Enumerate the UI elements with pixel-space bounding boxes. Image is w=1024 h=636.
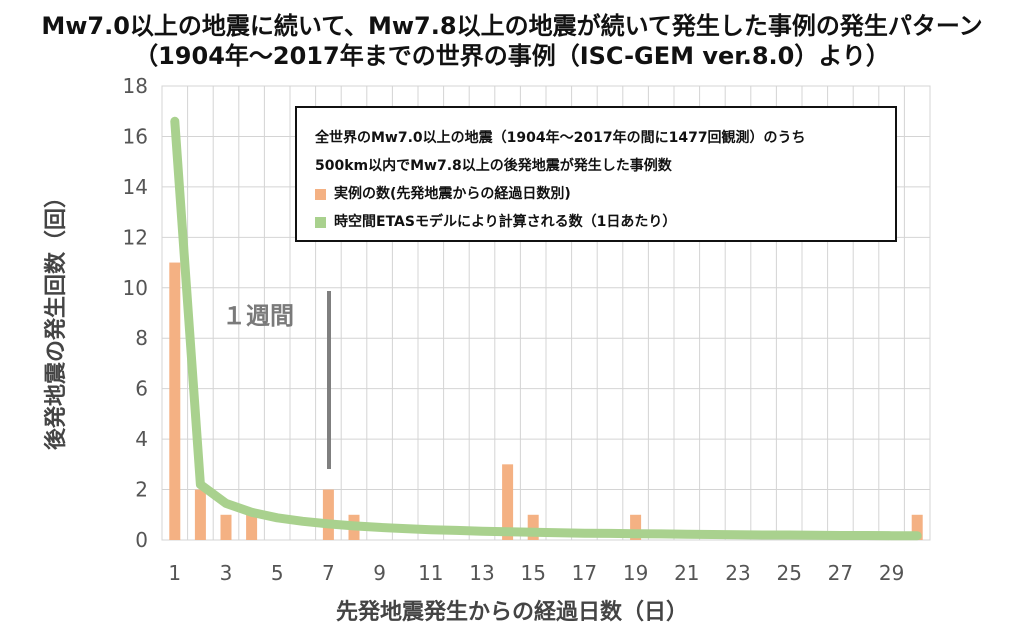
x-tick-label: 15 [520,561,545,585]
y-axis-label: 後発地震の発生回数（回） [44,185,69,451]
legend-bars-label: 実例の数(先発地震からの経過日数別) [334,186,571,202]
y-tick-label: 10 [123,276,148,300]
x-tick-label: 29 [879,561,904,585]
legend-curve-label: 時空間ETASモデルにより計算される数（1日あたり） [334,214,677,230]
x-axis-label: 先発地震発生からの経過日数（日） [335,600,688,625]
bar [194,489,206,540]
x-tick-label: 11 [418,561,443,585]
bar [169,262,181,540]
one-week-marker [327,291,331,469]
x-tick-label: 13 [469,561,494,585]
y-tick-label: 2 [135,478,148,502]
x-tick-label: 27 [828,561,853,585]
legend-description-2: 500km以内でMw7.8以上の後発地震が発生した事例数 [315,158,672,174]
legend-item-bars: 実例の数(先発地震からの経過日数別) [315,180,895,208]
y-tick-label: 12 [123,225,148,249]
x-tick-label: 1 [168,561,181,585]
x-tick-label: 21 [674,561,699,585]
x-tick-label: 3 [220,561,233,585]
y-tick-label: 8 [135,326,148,350]
bar [911,514,923,540]
legend-description-1: 全世界のMw7.0以上の地震（1904年～2017年の間に1477回観測）のうち [315,130,806,146]
one-week-annotation: １週間 [222,302,294,330]
bar [527,514,539,540]
x-tick-label: 9 [373,561,386,585]
x-tick-label: 23 [725,561,750,585]
legend: 全世界のMw7.0以上の地震（1904年～2017年の間に1477回観測）のうち… [295,106,897,242]
y-tick-label: 0 [135,528,148,552]
x-tick-label: 17 [572,561,597,585]
x-tick-label: 7 [322,561,335,585]
y-tick-label: 4 [135,427,148,451]
x-tick-label: 5 [271,561,284,585]
y-tick-label: 6 [135,377,148,401]
bar [630,514,642,540]
x-tick-label: 19 [623,561,648,585]
bar [502,464,514,540]
bar [246,514,258,540]
bar [220,514,232,540]
chart-subtitle: （1904年～2017年までの世界の事例（ISC-GEM ver.8.0）より） [134,42,890,70]
x-tick-label: 25 [776,561,801,585]
y-tick-label: 16 [123,124,148,148]
legend-item-curve: 時空間ETASモデルにより計算される数（1日あたり） [315,208,895,236]
bar [322,489,334,540]
y-tick-label: 18 [123,74,148,98]
y-tick-label: 14 [123,175,148,199]
legend-swatch-curve [315,216,326,228]
chart-title: Mw7.0以上の地震に続いて、Mw7.8以上の地震が続いて発生した事例の発生パタ… [41,12,983,40]
etas-curve [170,116,922,541]
legend-swatch-bars [315,188,326,200]
